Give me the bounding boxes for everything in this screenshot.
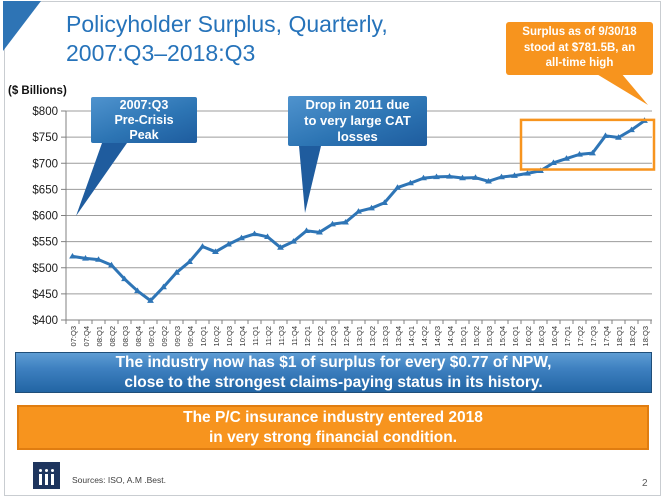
svg-text:$500: $500	[32, 263, 58, 275]
svg-text:12:Q2: 12:Q2	[316, 326, 325, 346]
svg-text:10:Q2: 10:Q2	[212, 326, 221, 346]
svg-text:14:Q3: 14:Q3	[433, 326, 442, 346]
svg-text:17:Q2: 17:Q2	[576, 326, 585, 346]
surplus-high-callout: Surplus as of 9/30/18 stood at $781.5B, …	[506, 22, 653, 75]
svg-text:$550: $550	[32, 237, 58, 249]
svg-text:14:Q4: 14:Q4	[446, 326, 455, 346]
slide-title: Policyholder Surplus, Quarterly, 2007:Q3…	[66, 11, 388, 66]
svg-text:16:Q3: 16:Q3	[537, 326, 546, 346]
svg-text:$650: $650	[32, 184, 58, 196]
svg-text:17:Q3: 17:Q3	[589, 326, 598, 346]
svg-text:09:Q1: 09:Q1	[147, 326, 156, 346]
svg-text:16:Q4: 16:Q4	[550, 326, 559, 346]
svg-text:11:Q3: 11:Q3	[277, 326, 286, 346]
svg-text:10:Q3: 10:Q3	[225, 326, 234, 346]
svg-text:$700: $700	[32, 158, 58, 170]
svg-text:09:Q4: 09:Q4	[186, 326, 195, 346]
svg-text:12:Q4: 12:Q4	[342, 326, 351, 346]
svg-text:11:Q2: 11:Q2	[264, 326, 273, 346]
surplus-callout-tail	[595, 73, 648, 105]
svg-text:07:Q4: 07:Q4	[82, 326, 91, 346]
svg-text:12:Q1: 12:Q1	[303, 326, 312, 346]
iii-logo-icon	[33, 462, 60, 489]
svg-text:08:Q2: 08:Q2	[108, 326, 117, 346]
svg-text:$400: $400	[32, 315, 58, 327]
npw-ratio-banner: The industry now has $1 of surplus for e…	[15, 352, 652, 393]
svg-text:18:Q3: 18:Q3	[641, 326, 650, 346]
svg-text:13:Q1: 13:Q1	[355, 326, 364, 346]
svg-text:11:Q1: 11:Q1	[251, 326, 260, 346]
svg-text:13:Q4: 13:Q4	[394, 326, 403, 346]
svg-text:10:Q1: 10:Q1	[199, 326, 208, 346]
sources-text: Sources: ISO, A.M .Best.	[72, 475, 167, 485]
svg-text:14:Q2: 14:Q2	[420, 326, 429, 346]
pre-crisis-peak-callout: 2007:Q3 Pre-Crisis Peak	[91, 97, 197, 143]
svg-text:13:Q2: 13:Q2	[368, 326, 377, 346]
cat-losses-callout: Drop in 2011 due to very large CAT losse…	[288, 96, 427, 146]
svg-text:17:Q4: 17:Q4	[602, 326, 611, 346]
svg-text:17:Q1: 17:Q1	[563, 326, 572, 346]
svg-text:16:Q2: 16:Q2	[524, 326, 533, 346]
svg-text:$600: $600	[32, 211, 58, 223]
corner-triangle-decoration	[3, 1, 41, 51]
financial-condition-banner: The P/C insurance industry entered 2018 …	[17, 405, 649, 450]
svg-text:18:Q1: 18:Q1	[615, 326, 624, 346]
svg-text:07:Q3: 07:Q3	[69, 326, 78, 346]
svg-text:$450: $450	[32, 289, 58, 301]
svg-text:$800: $800	[32, 106, 58, 118]
svg-text:15:Q2: 15:Q2	[472, 326, 481, 346]
y-axis-unit-label: ($ Billions)	[8, 85, 67, 97]
svg-text:11:Q4: 11:Q4	[290, 326, 299, 346]
svg-text:15:Q3: 15:Q3	[485, 326, 494, 346]
svg-text:$750: $750	[32, 132, 58, 144]
svg-text:15:Q4: 15:Q4	[498, 326, 507, 346]
svg-text:12:Q3: 12:Q3	[329, 326, 338, 346]
svg-text:16:Q1: 16:Q1	[511, 326, 520, 346]
svg-text:08:Q3: 08:Q3	[121, 326, 130, 346]
svg-text:09:Q3: 09:Q3	[173, 326, 182, 346]
svg-text:14:Q1: 14:Q1	[407, 326, 416, 346]
svg-text:08:Q4: 08:Q4	[134, 326, 143, 346]
svg-text:18:Q2: 18:Q2	[628, 326, 637, 346]
svg-text:08:Q1: 08:Q1	[95, 326, 104, 346]
page-number: 2	[642, 478, 648, 489]
svg-text:10:Q4: 10:Q4	[238, 326, 247, 346]
svg-text:09:Q2: 09:Q2	[160, 326, 169, 346]
svg-text:13:Q3: 13:Q3	[381, 326, 390, 346]
svg-text:15:Q1: 15:Q1	[459, 326, 468, 346]
